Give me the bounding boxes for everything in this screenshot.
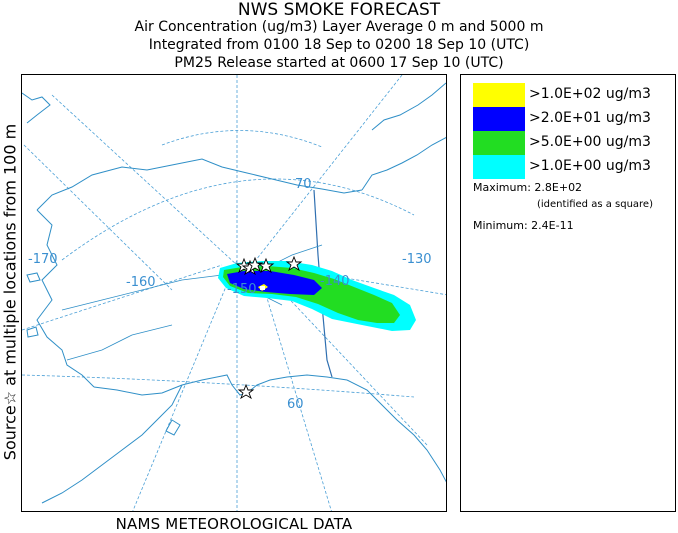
lon-label-150: -150 bbox=[227, 282, 257, 297]
lon-label-140: -140 bbox=[320, 274, 350, 289]
longitude-line-n170 bbox=[23, 144, 173, 291]
coast-chukotka bbox=[22, 92, 51, 124]
smoke-plume bbox=[218, 261, 416, 331]
longitude-line-arctic2 bbox=[251, 75, 403, 266]
source-side-label: Source☆ at multiple locations from 100 m bbox=[0, 123, 20, 461]
coast-panhandle bbox=[346, 379, 446, 483]
lon-label-170: -170 bbox=[28, 252, 58, 267]
legend-label-20: >2.0E+01 ug/m3 bbox=[529, 110, 651, 126]
coast-st-lawrence bbox=[26, 272, 41, 283]
legend-label-100: >1.0E+02 ug/m3 bbox=[529, 86, 651, 102]
coast-arctic-islands bbox=[371, 82, 446, 131]
river-yukon bbox=[61, 244, 323, 311]
longitude-line-n160 bbox=[22, 264, 223, 331]
coast-west-alaska bbox=[36, 209, 95, 388]
smoke-map-svg: -170 -160 -150 -140 -130 70 60 bbox=[22, 75, 446, 511]
legend-panel: >1.0E+02 ug/m3 >2.0E+01 ug/m3 >5.0E+00 u… bbox=[460, 74, 676, 512]
lat-label-70: 70 bbox=[295, 177, 312, 192]
coastlines bbox=[22, 82, 446, 504]
coast-alaska-north bbox=[36, 158, 363, 211]
graticule-labels: -170 -160 -150 -140 -130 70 60 bbox=[28, 177, 432, 412]
plume-maximum-square bbox=[260, 286, 265, 290]
source-stars bbox=[235, 255, 303, 400]
maximum-note: (identified as a square) bbox=[537, 199, 653, 210]
release-start-subtitle: PM25 Release started at 0600 17 Sep 10 (… bbox=[174, 55, 504, 71]
coast-canada-arctic bbox=[361, 136, 446, 191]
legend-swatch-1 bbox=[473, 155, 525, 179]
longitude-line-n140 bbox=[256, 264, 332, 511]
coast-nunivak bbox=[26, 326, 39, 338]
latitude-lines bbox=[22, 130, 415, 398]
legend-swatch-100 bbox=[473, 83, 525, 107]
legend-label-1: >1.0E+00 ug/m3 bbox=[529, 158, 651, 174]
source-star-3 bbox=[246, 256, 264, 273]
river-kuskokwim bbox=[66, 324, 173, 361]
maximum-value: Maximum: 2.8E+02 bbox=[473, 181, 583, 194]
legend-label-5: >5.0E+00 ug/m3 bbox=[529, 134, 651, 150]
latitude-line-70 bbox=[61, 178, 415, 261]
minimum-value: Minimum: 2.4E-11 bbox=[473, 219, 574, 232]
source-star-6 bbox=[237, 383, 255, 400]
coast-alaska-peninsula bbox=[41, 384, 183, 504]
legend-swatch-5 bbox=[473, 131, 525, 155]
longitude-line-arctic bbox=[51, 94, 238, 266]
forecast-title: NWS SMOKE FORECAST bbox=[237, 0, 441, 20]
latitude-line-60 bbox=[22, 374, 415, 398]
source-star-4 bbox=[257, 257, 275, 274]
lat-label-60: 60 bbox=[287, 397, 304, 412]
longitude-line-n160b bbox=[132, 259, 238, 511]
coast-south-alaska bbox=[93, 374, 348, 396]
meteorological-data-label: NAMS METEOROLOGICAL DATA bbox=[115, 515, 353, 533]
concentration-subtitle: Air Concentration (ug/m3) Layer Average … bbox=[134, 19, 544, 35]
lon-label-130: -130 bbox=[402, 252, 432, 267]
plume-contour-20 bbox=[227, 271, 322, 295]
coast-kodiak bbox=[165, 419, 181, 436]
lon-label-160: -160 bbox=[126, 275, 156, 290]
smoke-map: -170 -160 -150 -140 -130 70 60 bbox=[21, 74, 447, 512]
integration-period-subtitle: Integrated from 0100 18 Sep to 0200 18 S… bbox=[148, 37, 530, 53]
legend-swatch-20 bbox=[473, 107, 525, 131]
latitude-line-north bbox=[161, 130, 323, 148]
source-star-5 bbox=[285, 255, 303, 272]
